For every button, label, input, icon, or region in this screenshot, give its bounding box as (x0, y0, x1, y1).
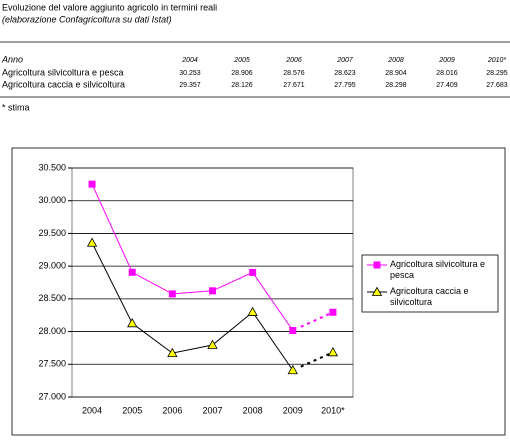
subtitle: (elaborazione Confagricoltura su dati Is… (2, 14, 172, 24)
table-cell: 27.671 (283, 82, 305, 89)
marker (247, 306, 258, 316)
table-cell: 30.253 (179, 70, 201, 77)
table-cell: 28.906 (231, 70, 253, 77)
table-header: 2008 (387, 57, 404, 64)
table-header: 2007 (336, 57, 354, 64)
y-tick-label: 28.000 (38, 326, 66, 336)
y-tick-label: 30.500 (38, 162, 66, 172)
table-header: 2004 (181, 57, 198, 64)
table-cell: 28.016 (436, 70, 458, 77)
marker (168, 290, 176, 298)
table-header: 2005 (233, 57, 250, 64)
table-header: 2010* (487, 57, 507, 64)
marker (287, 364, 298, 375)
marker (327, 346, 339, 357)
x-tick-label: 2010* (321, 405, 345, 415)
table-header: 2009 (438, 57, 455, 64)
marker (373, 261, 381, 269)
table-cell: 28.576 (283, 70, 305, 77)
table-header: Anno (1, 54, 23, 64)
legend-label-box: Agricoltura silvicoltura e pesca (390, 259, 486, 280)
x-tick-label: 2006 (162, 405, 182, 415)
table-cell: 28.295 (486, 70, 508, 77)
x-tick-label: 2004 (82, 405, 102, 415)
legend-label-box: Agricoltura caccia e silvicoltura (390, 286, 469, 307)
marker (289, 327, 297, 335)
y-tick-label: 30.000 (38, 195, 66, 205)
y-tick-label: 28.500 (38, 293, 66, 303)
legend-label: Agricoltura silvicoltura e pesca (390, 259, 486, 280)
estimate-line (300, 351, 334, 368)
marker (88, 180, 96, 188)
table-cell: 28.904 (385, 70, 407, 77)
legend-label: Agricoltura caccia e silvicoltura (390, 286, 469, 307)
y-tick-label: 27.000 (38, 391, 66, 401)
marker (86, 237, 98, 247)
table-cell: 28.298 (385, 82, 407, 89)
estimate-line (300, 311, 334, 328)
y-tick-label: 27.500 (38, 359, 66, 369)
title: Evoluzione del valore aggiunto agricolo … (2, 2, 217, 12)
marker (207, 339, 218, 349)
table-cell: 28.623 (334, 70, 356, 77)
y-tick-label: 29.500 (38, 228, 66, 238)
y-tick-label: 29.000 (38, 261, 66, 271)
marker (249, 268, 257, 276)
series-line (91, 242, 294, 371)
table-cell: 29.357 (179, 82, 201, 89)
note: * stima (2, 102, 30, 112)
marker (209, 287, 216, 295)
series-line (91, 183, 294, 331)
table-cell: 27.795 (334, 82, 356, 89)
marker (329, 308, 337, 316)
table-cell: Agricoltura caccia e silvicoltura (2, 79, 125, 89)
x-tick-label: 2005 (122, 405, 142, 415)
x-tick-label: 2009 (283, 405, 303, 415)
plot-area (71, 167, 354, 398)
marker (127, 318, 138, 328)
x-tick-label: 2008 (243, 405, 263, 415)
table-cell: 27.683 (486, 82, 508, 89)
x-tick-label: 2007 (202, 405, 222, 415)
table-cell: 27.409 (436, 82, 458, 89)
table-cell: Agricoltura silvicoltura e pesca (2, 67, 124, 77)
marker (128, 268, 136, 276)
marker (167, 347, 178, 357)
table-header: 2006 (285, 57, 302, 64)
marker (371, 286, 383, 296)
table-cell: 28.126 (231, 82, 253, 89)
